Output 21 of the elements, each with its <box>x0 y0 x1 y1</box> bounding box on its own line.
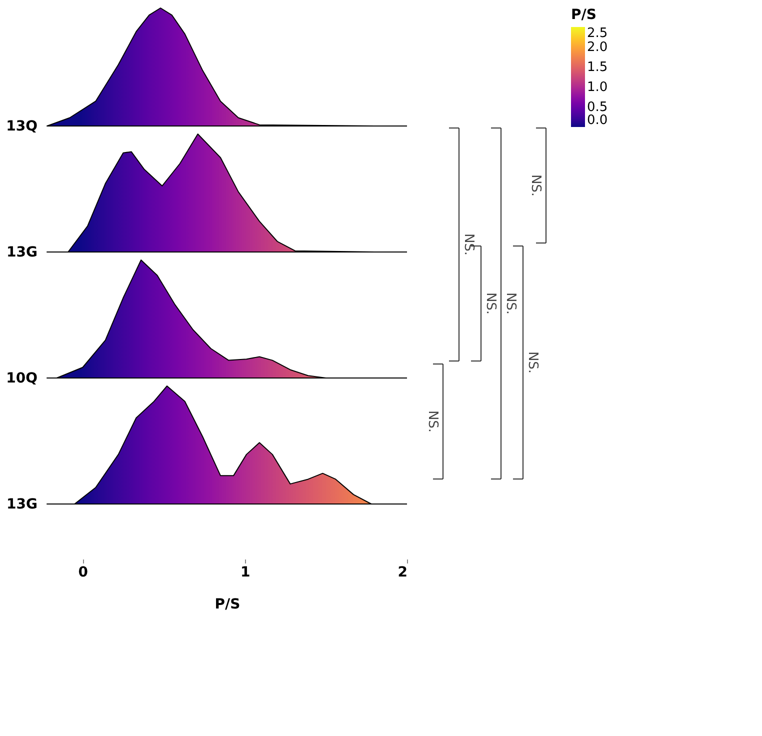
color-bar-label: 0.5 <box>587 100 608 115</box>
text: NS. <box>503 292 518 315</box>
color-bar-label: 1.5 <box>587 60 608 75</box>
text: NS. <box>528 174 543 197</box>
color-bar-label: 1.0 <box>587 80 608 95</box>
x-tick-label: 2 <box>398 564 408 580</box>
color-bar-label: 0.0 <box>587 113 608 128</box>
color-bar-label: 2.5 <box>587 26 608 41</box>
color-bar-label: 2.0 <box>587 40 608 55</box>
text: NS. <box>461 233 476 256</box>
y-axis-title: 10Q <box>6 370 38 386</box>
color-bar-title: P/S <box>571 7 596 23</box>
y-axis-title: 13G <box>6 244 38 260</box>
text: NS. <box>425 410 440 433</box>
y-axis-title: 13Q <box>6 118 38 134</box>
x-axis-title: P/S <box>214 596 240 612</box>
x-tick-label: 0 <box>78 564 88 580</box>
text: NS. <box>483 292 498 315</box>
text: NS. <box>525 351 540 374</box>
x-tick-label: 1 <box>240 564 250 580</box>
y-axis-title: 13G <box>6 496 38 512</box>
